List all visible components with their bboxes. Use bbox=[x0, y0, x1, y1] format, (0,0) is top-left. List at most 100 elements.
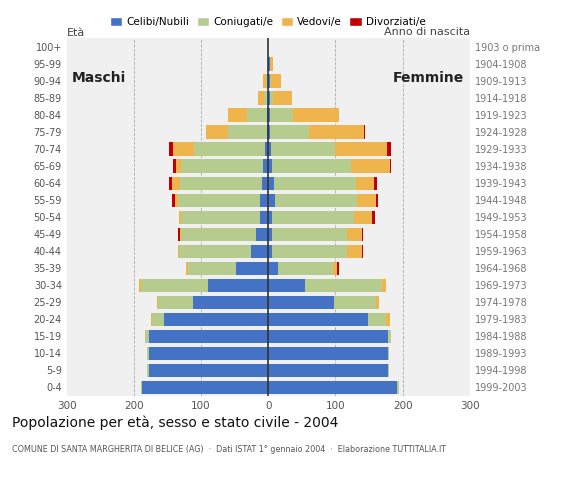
Bar bbox=[268, 159, 271, 173]
Bar bbox=[335, 143, 387, 156]
Bar bbox=[293, 108, 339, 121]
Bar bbox=[268, 347, 388, 360]
Bar bbox=[390, 159, 391, 173]
Bar bbox=[368, 313, 386, 326]
Bar bbox=[275, 193, 357, 207]
Bar bbox=[268, 91, 270, 105]
Bar bbox=[147, 347, 148, 360]
Bar bbox=[147, 364, 148, 377]
Bar bbox=[169, 177, 172, 190]
Bar bbox=[268, 313, 368, 326]
Bar bbox=[347, 245, 362, 258]
Bar bbox=[263, 159, 268, 173]
Bar bbox=[271, 228, 347, 241]
Bar bbox=[270, 91, 273, 105]
Bar bbox=[175, 193, 178, 207]
Bar bbox=[372, 211, 375, 224]
Bar bbox=[270, 108, 293, 121]
Bar bbox=[268, 177, 274, 190]
Bar bbox=[179, 245, 252, 258]
Bar bbox=[181, 211, 260, 224]
Bar bbox=[267, 108, 268, 121]
Bar bbox=[188, 262, 236, 275]
Bar bbox=[181, 228, 256, 241]
Bar bbox=[152, 313, 164, 326]
Bar bbox=[271, 211, 354, 224]
Bar bbox=[148, 330, 268, 343]
Bar bbox=[397, 381, 398, 394]
Bar bbox=[334, 262, 337, 275]
Bar bbox=[258, 91, 263, 105]
Bar bbox=[206, 125, 228, 139]
Bar bbox=[173, 143, 194, 156]
Bar bbox=[268, 108, 270, 121]
Bar bbox=[268, 74, 270, 88]
Bar bbox=[265, 143, 268, 156]
Bar bbox=[271, 143, 335, 156]
Bar bbox=[376, 296, 379, 309]
Bar bbox=[388, 364, 389, 377]
Bar bbox=[387, 143, 390, 156]
Bar bbox=[263, 74, 266, 88]
Bar bbox=[347, 228, 362, 241]
Bar bbox=[268, 228, 271, 241]
Bar bbox=[271, 74, 281, 88]
Bar bbox=[228, 125, 267, 139]
Bar bbox=[177, 245, 179, 258]
Legend: Celibi/Nubili, Coniugati/e, Vedovi/e, Divorziati/e: Celibi/Nubili, Coniugati/e, Vedovi/e, Di… bbox=[107, 13, 430, 32]
Bar bbox=[356, 177, 375, 190]
Bar bbox=[268, 279, 305, 292]
Bar bbox=[354, 211, 372, 224]
Bar bbox=[186, 262, 188, 275]
Bar bbox=[172, 193, 175, 207]
Bar bbox=[252, 245, 268, 258]
Bar bbox=[236, 262, 268, 275]
Bar bbox=[246, 108, 267, 121]
Bar bbox=[334, 296, 376, 309]
Bar bbox=[146, 330, 148, 343]
Bar bbox=[180, 177, 262, 190]
Bar bbox=[158, 296, 193, 309]
Bar bbox=[142, 381, 268, 394]
Bar bbox=[268, 245, 271, 258]
Bar bbox=[262, 177, 268, 190]
Bar bbox=[176, 159, 181, 173]
Bar bbox=[268, 143, 271, 156]
Bar bbox=[178, 193, 260, 207]
Bar bbox=[357, 193, 376, 207]
Bar bbox=[194, 143, 265, 156]
Bar bbox=[271, 159, 351, 173]
Bar bbox=[169, 143, 173, 156]
Bar bbox=[362, 245, 363, 258]
Bar bbox=[268, 381, 397, 394]
Bar bbox=[309, 125, 364, 139]
Bar bbox=[228, 108, 246, 121]
Bar bbox=[178, 228, 180, 241]
Bar bbox=[140, 381, 142, 394]
Bar bbox=[179, 211, 181, 224]
Bar bbox=[268, 211, 271, 224]
Text: COMUNE DI SANTA MARGHERITA DI BELICE (AG)  ·  Dati ISTAT 1° gennaio 2004  ·  Ela: COMUNE DI SANTA MARGHERITA DI BELICE (AG… bbox=[12, 445, 445, 455]
Bar bbox=[274, 177, 356, 190]
Bar bbox=[140, 279, 208, 292]
Text: Anno di nascita: Anno di nascita bbox=[384, 26, 470, 36]
Bar bbox=[157, 296, 158, 309]
Bar bbox=[382, 279, 386, 292]
Bar bbox=[278, 262, 333, 275]
Bar bbox=[181, 159, 263, 173]
Bar bbox=[263, 91, 268, 105]
Bar bbox=[305, 279, 382, 292]
Bar bbox=[268, 125, 270, 139]
Bar bbox=[260, 193, 268, 207]
Bar bbox=[268, 57, 270, 71]
Bar bbox=[268, 364, 388, 377]
Bar bbox=[173, 159, 176, 173]
Bar bbox=[267, 125, 268, 139]
Bar bbox=[270, 57, 273, 71]
Text: Età: Età bbox=[67, 27, 85, 37]
Bar bbox=[388, 330, 391, 343]
Text: Maschi: Maschi bbox=[72, 71, 126, 84]
Bar bbox=[164, 313, 268, 326]
Bar bbox=[364, 125, 365, 139]
Bar bbox=[151, 313, 152, 326]
